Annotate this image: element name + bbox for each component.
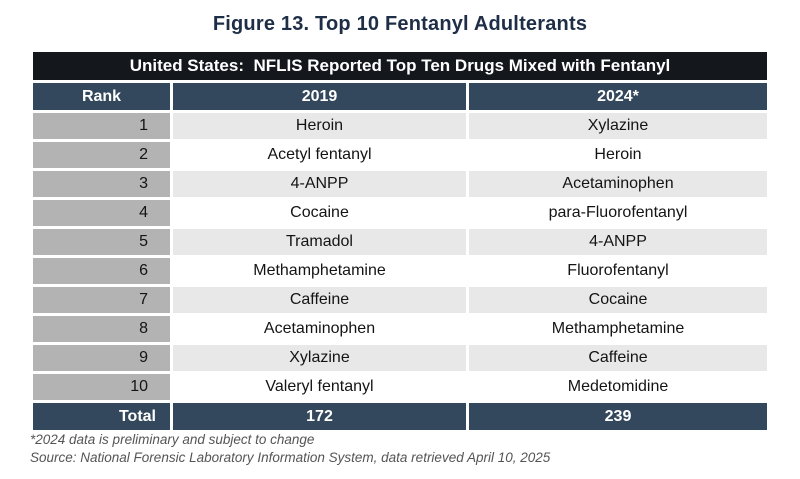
rank-cell: 3 bbox=[33, 171, 170, 197]
cell-2019: Cocaine bbox=[173, 200, 466, 226]
total-label: Total bbox=[33, 403, 170, 430]
rank-cell: 4 bbox=[33, 200, 170, 226]
adulterants-table: United States: NFLIS Reported Top Ten Dr… bbox=[33, 52, 767, 430]
cell-2024: Caffeine bbox=[469, 345, 767, 371]
cell-2019: Methamphetamine bbox=[173, 258, 466, 284]
cell-2019: 4-ANPP bbox=[173, 171, 466, 197]
rank-cell: 10 bbox=[33, 374, 170, 400]
col-header-2024: 2024* bbox=[469, 83, 767, 110]
cell-2019: Acetaminophen bbox=[173, 316, 466, 342]
cell-2024: 4-ANPP bbox=[469, 229, 767, 255]
rank-cell: 2 bbox=[33, 142, 170, 168]
cell-2024: Cocaine bbox=[469, 287, 767, 313]
cell-2019: Heroin bbox=[173, 113, 466, 139]
cell-2024: Xylazine bbox=[469, 113, 767, 139]
cell-2024: para-Fluorofentanyl bbox=[469, 200, 767, 226]
footnote-source: Source: National Forensic Laboratory Inf… bbox=[30, 450, 551, 465]
cell-2019: Xylazine bbox=[173, 345, 466, 371]
rank-cell: 5 bbox=[33, 229, 170, 255]
cell-2024: Acetaminophen bbox=[469, 171, 767, 197]
total-2019: 172 bbox=[173, 403, 466, 430]
cell-2024: Heroin bbox=[469, 142, 767, 168]
figure-title: Figure 13. Top 10 Fentanyl Adulterants bbox=[212, 13, 588, 35]
cell-2024: Methamphetamine bbox=[469, 316, 767, 342]
cell-2019: Valeryl fentanyl bbox=[173, 374, 466, 400]
footnote-preliminary: *2024 data is preliminary and subject to… bbox=[30, 432, 315, 447]
rank-cell: 8 bbox=[33, 316, 170, 342]
table-banner: United States: NFLIS Reported Top Ten Dr… bbox=[33, 52, 767, 80]
col-header-rank: Rank bbox=[33, 83, 170, 110]
cell-2024: Fluorofentanyl bbox=[469, 258, 767, 284]
total-2024: 239 bbox=[469, 403, 767, 430]
cell-2019: Caffeine bbox=[173, 287, 466, 313]
rank-cell: 1 bbox=[33, 113, 170, 139]
footnotes: *2024 data is preliminary and subject to… bbox=[30, 431, 550, 467]
col-header-2019: 2019 bbox=[173, 83, 466, 110]
cell-2019: Tramadol bbox=[173, 229, 466, 255]
rank-cell: 6 bbox=[33, 258, 170, 284]
rank-cell: 9 bbox=[33, 345, 170, 371]
cell-2019: Acetyl fentanyl bbox=[173, 142, 466, 168]
cell-2024: Medetomidine bbox=[469, 374, 767, 400]
rank-cell: 7 bbox=[33, 287, 170, 313]
